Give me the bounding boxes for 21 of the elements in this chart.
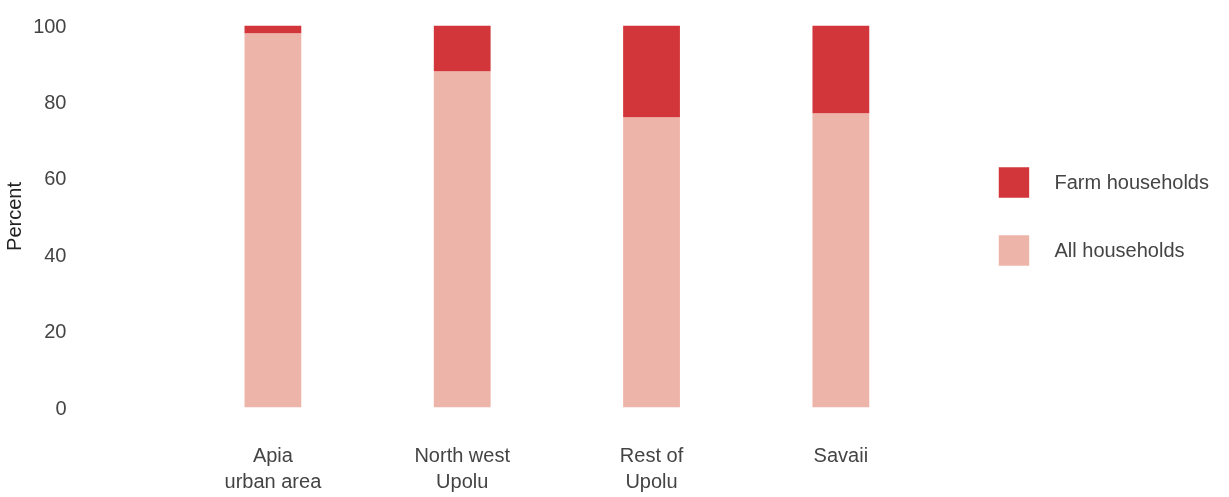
y-tick-label: 60 (44, 167, 67, 190)
x-tick-label: Savaii (813, 443, 869, 466)
x-tick-label: Apia urban area (224, 443, 323, 492)
y-tick-label: 40 (44, 243, 67, 266)
bar (623, 117, 680, 408)
y-tick-label: 80 (44, 90, 67, 113)
bar (812, 113, 870, 408)
bar (244, 25, 302, 34)
y-axis-title: Percent (3, 181, 26, 251)
legend-label: Farm households (1054, 170, 1209, 194)
x-tick-label: Rest of Upolu (619, 443, 684, 492)
legend-label: All households (1054, 238, 1185, 262)
y-tick-label: 0 (55, 396, 67, 419)
y-tick-label: 100 (33, 14, 67, 37)
bar (433, 71, 491, 408)
x-tick-label: North west Upolu (414, 443, 511, 492)
bar (812, 25, 870, 114)
bar (623, 25, 680, 118)
bar (244, 33, 302, 408)
y-tick-label: 20 (44, 320, 67, 343)
bar (433, 25, 491, 72)
